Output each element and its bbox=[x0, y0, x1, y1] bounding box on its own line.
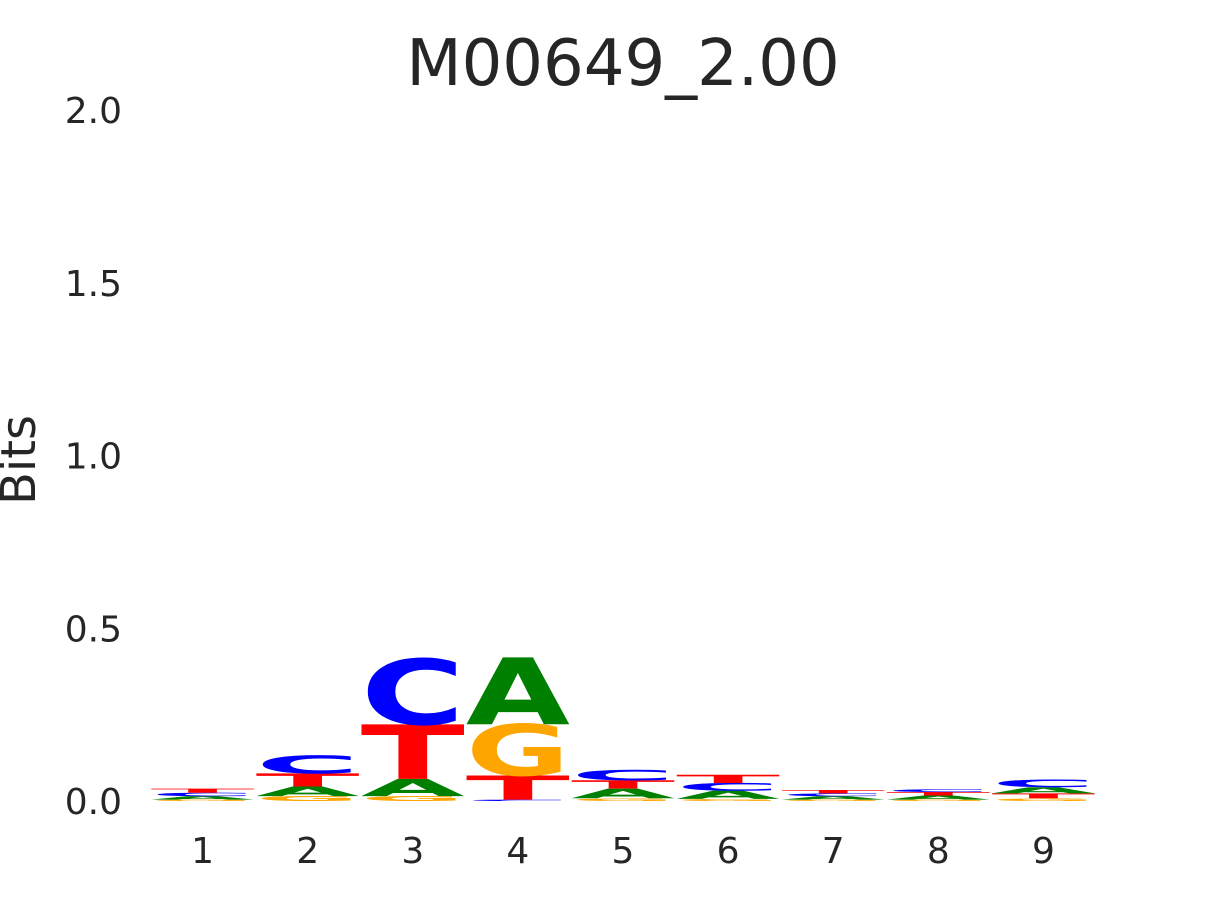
logo-letter-a: A bbox=[571, 786, 675, 802]
y-tick-label: 2.0 bbox=[65, 91, 122, 132]
y-axis-ticks: 0.0 0.5 1.0 1.5 2.0 bbox=[65, 91, 122, 823]
y-tick-label: 1.0 bbox=[65, 437, 122, 478]
logo-letter-t: T bbox=[361, 710, 465, 797]
logo-letter-g: G bbox=[991, 798, 1095, 802]
logo-letter-t: T bbox=[991, 792, 1096, 800]
logo-letter-a: A bbox=[466, 640, 570, 747]
x-tick-label: 8 bbox=[927, 831, 950, 872]
logo-letter-t: T bbox=[886, 791, 991, 796]
logo-letter-c: C bbox=[151, 792, 255, 798]
logo-letter-c: C bbox=[571, 767, 675, 784]
x-tick-label: 4 bbox=[506, 831, 529, 872]
logo-letter-t: T bbox=[781, 789, 886, 794]
logo-letter-g: G bbox=[256, 795, 360, 803]
logo-letter-a: A bbox=[991, 786, 1095, 796]
logo-letter-t: T bbox=[466, 769, 570, 807]
x-axis-ticks: 1 2 3 4 5 6 7 8 9 bbox=[191, 831, 1055, 872]
logo-letter-g: G bbox=[466, 711, 570, 792]
logo-letter-c: C bbox=[256, 751, 360, 780]
y-tick-label: 0.0 bbox=[65, 782, 122, 823]
logo-letter-t: T bbox=[676, 773, 780, 786]
logo-letter-c: C bbox=[991, 778, 1095, 790]
y-tick-label: 1.5 bbox=[65, 264, 122, 305]
logo-letter-a: A bbox=[676, 788, 780, 801]
x-tick-label: 7 bbox=[822, 831, 845, 872]
logo-letter-a: A bbox=[781, 795, 886, 800]
logo-letter-g: G bbox=[361, 795, 465, 803]
logo-letter-c: C bbox=[886, 789, 990, 793]
logo-letter-t: T bbox=[571, 778, 675, 791]
x-tick-label: 5 bbox=[612, 831, 635, 872]
logo-letter-c: C bbox=[676, 781, 780, 793]
x-tick-label: 3 bbox=[401, 831, 424, 872]
chart-title: M00649_2.00 bbox=[406, 27, 839, 101]
logo-letter-g: G bbox=[676, 798, 780, 801]
x-tick-label: 1 bbox=[191, 831, 214, 872]
logo-letter-g: G bbox=[886, 799, 990, 801]
x-tick-label: 2 bbox=[296, 831, 319, 872]
logo-letter-a: A bbox=[886, 794, 991, 801]
logo-letter-g: G bbox=[781, 799, 885, 801]
logo-letter-g: G bbox=[151, 799, 255, 801]
logo-letter-c: C bbox=[781, 793, 885, 797]
logo-letter-t: T bbox=[256, 770, 360, 791]
logo-letter-a: A bbox=[256, 784, 360, 800]
logo-letter-g: G bbox=[571, 798, 675, 802]
logo-letter-c: C bbox=[466, 799, 570, 801]
y-tick-label: 0.5 bbox=[65, 609, 122, 650]
x-tick-label: 9 bbox=[1032, 831, 1055, 872]
y-axis-label: Bits bbox=[0, 415, 47, 505]
logo-letter-t: T bbox=[151, 787, 256, 794]
logo-letter-a: A bbox=[361, 774, 465, 802]
logo-letter-a: A bbox=[151, 795, 256, 800]
logo-letter-c: C bbox=[361, 641, 465, 746]
x-tick-label: 6 bbox=[717, 831, 740, 872]
